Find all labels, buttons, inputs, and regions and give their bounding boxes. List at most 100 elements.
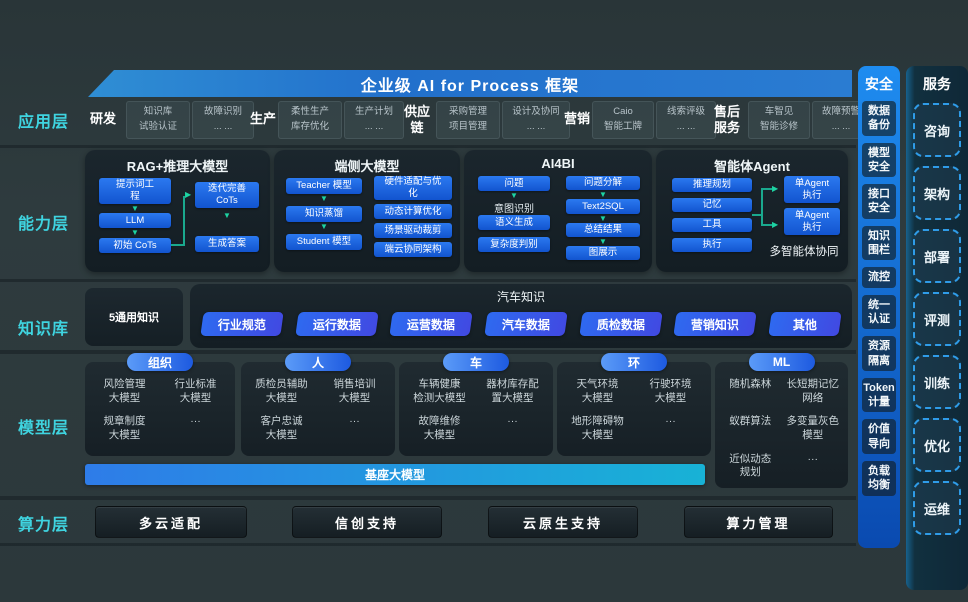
flow-node: Student 模型	[286, 234, 362, 250]
flow-node: Text2SQL	[566, 199, 640, 214]
flow-node: 迭代完善 CoTs	[195, 182, 259, 208]
security-item: Token计量	[862, 377, 896, 413]
knowledge-pill-label: 行业规范	[217, 317, 266, 332]
model-group-pill: 人	[285, 353, 351, 371]
flow-node: 硬件适配与优 化	[374, 176, 452, 200]
model-item: 车辆健康 检测大模型	[413, 378, 466, 404]
model-item: 风险管理 大模型	[103, 378, 146, 404]
connector-line	[171, 244, 184, 246]
arrow-down-icon: ▼	[599, 214, 607, 223]
arrow-down-icon: ▼	[510, 191, 518, 200]
model-item: 器材库存配 置大模型	[486, 378, 539, 404]
security-item: 知识围栏	[862, 225, 896, 261]
compute-item-management: 算力管理	[684, 506, 833, 538]
knowledge-pill-label: 运营数据	[407, 317, 456, 332]
model-group-ml: ML 随机森林 长短期记忆 网络 蚁群算法 多变量灰色 模型 近似动态 规划 ·…	[715, 353, 848, 488]
capability-box-edge-title: 端侧大模型	[334, 159, 400, 174]
security-item: 统一认证	[862, 294, 896, 330]
layer-divider	[0, 279, 856, 282]
model-item: 销售培训 大模型	[333, 378, 376, 404]
knowledge-pill: 其他	[768, 312, 842, 336]
flow-node: 工具	[672, 218, 752, 232]
compute-item-xinchuang: 信创支持	[292, 506, 442, 538]
service-rail-title: 服务	[923, 76, 951, 92]
model-item: 蚁群算法	[729, 415, 772, 428]
layer-divider	[0, 145, 856, 148]
flow-node: 生成答案	[195, 236, 259, 252]
model-item: 地形障碍物 大模型	[571, 415, 624, 441]
flow-text: 意图识别	[494, 204, 534, 215]
flow-node: 语义生成	[478, 215, 550, 230]
capability-box-agent-title: 智能体Agent	[714, 159, 790, 174]
knowledge-pill: 行业规范	[200, 312, 284, 336]
security-item: 流控	[862, 267, 896, 288]
app-group-rd-label: 研发	[90, 111, 117, 126]
flow-node: 总结结果	[566, 223, 640, 237]
connector-line	[761, 188, 763, 226]
security-item: 模型安全	[862, 142, 896, 178]
foundation-model-bar: 基座大模型	[85, 464, 705, 485]
flow-node: 记忆	[672, 198, 752, 212]
model-group-organization: 组织 风险管理 大模型 行业标准 大模型 规章制度 大模型 ···	[85, 353, 235, 456]
service-item: 咨询	[913, 103, 961, 157]
capability-box-agent: 智能体Agent 推理规划 记忆 工具 执行 ▶ ▶ 单Agent 执行 单Ag…	[656, 150, 848, 272]
arrow-right-icon: ▶	[185, 190, 192, 199]
arrow-down-icon: ▼	[320, 194, 328, 203]
security-item: 价值导向	[862, 419, 896, 455]
capability-box-rag-title: RAG+推理大模型	[126, 159, 229, 174]
model-group-pill: ML	[748, 353, 815, 371]
model-item: 长短期记忆 网络	[786, 378, 840, 404]
layer-label-application: 应用层	[18, 114, 70, 131]
connector-line	[183, 196, 185, 246]
flow-node: 复杂度判别	[478, 237, 550, 252]
app-box: 故障识别 ... ...	[192, 101, 254, 139]
model-item: 多变量灰色 模型	[786, 415, 840, 441]
service-item: 部署	[913, 229, 961, 283]
app-group-aftersales-label: 售后 服务	[714, 104, 741, 135]
model-group-pill: 车	[443, 353, 509, 371]
app-group-production-label: 生产	[250, 111, 277, 126]
model-group-pill: 环	[601, 353, 667, 371]
arrow-down-icon: ▼	[131, 204, 139, 213]
app-box: 知识库 试验认证	[126, 101, 190, 139]
layer-label-capability: 能力层	[18, 216, 70, 233]
connector-line	[761, 188, 772, 190]
knowledge-pill: 运营数据	[389, 312, 473, 336]
arrow-down-icon: ▼	[599, 190, 607, 199]
model-item: 近似动态 规划	[729, 452, 772, 479]
app-box: 生产计划 ... ...	[344, 101, 404, 139]
capability-box-edge: 端侧大模型 Teacher 模型 ▼ 知识蒸馏 ▼ Student 模型 硬件适…	[274, 150, 460, 272]
page-title: 企业级 AI for Process 框架	[360, 77, 580, 95]
capability-box-rag: RAG+推理大模型 提示词工 程 ▼ LLM ▼ 初始 CoTs ▶ 迭代完善 …	[85, 150, 270, 272]
model-group-vehicle: 车 车辆健康 检测大模型 器材库存配 置大模型 故障维修 大模型 ···	[399, 353, 553, 456]
layer-label-knowledge: 知识库	[18, 321, 70, 338]
connector-line	[761, 224, 772, 226]
flow-node: 问题	[478, 176, 550, 191]
flow-node: 初始 CoTs	[99, 238, 171, 253]
flow-node: 动态计算优化	[374, 204, 452, 219]
app-group-supplychain-label: 供应 链	[404, 104, 431, 135]
knowledge-pill-label: 运行数据	[312, 317, 361, 332]
model-item: 规章制度 大模型	[103, 415, 146, 441]
compute-item-multicloud: 多云适配	[95, 506, 247, 538]
flow-node: 执行	[672, 238, 752, 252]
app-box: 柔性生产 库存优化	[278, 101, 342, 139]
flow-node: 问题分解	[566, 176, 640, 190]
layer-label-model: 模型层	[18, 420, 70, 437]
model-item: 质检员辅助 大模型	[255, 378, 308, 404]
model-item: 行业标准 大模型	[174, 378, 217, 404]
flow-node: 端云协同架构	[374, 242, 452, 257]
layer-divider	[0, 496, 856, 500]
layer-label-compute: 算力层	[18, 517, 70, 534]
model-item: ···	[665, 415, 676, 428]
compute-item-cloudnative: 云原生支持	[488, 506, 638, 538]
knowledge-pill-label: 质检数据	[596, 317, 645, 332]
model-group-pill: 组织	[127, 353, 193, 371]
flow-node: 知识蒸馏	[286, 206, 362, 222]
security-rail-title: 安全	[865, 76, 893, 92]
security-item: 资源隔离	[862, 336, 896, 371]
arrow-down-icon: ▼	[320, 222, 328, 231]
flow-node: 场景驱动裁剪	[374, 223, 452, 238]
app-group-marketing-label: 营销	[564, 111, 591, 126]
model-item: 随机森林	[729, 378, 772, 390]
